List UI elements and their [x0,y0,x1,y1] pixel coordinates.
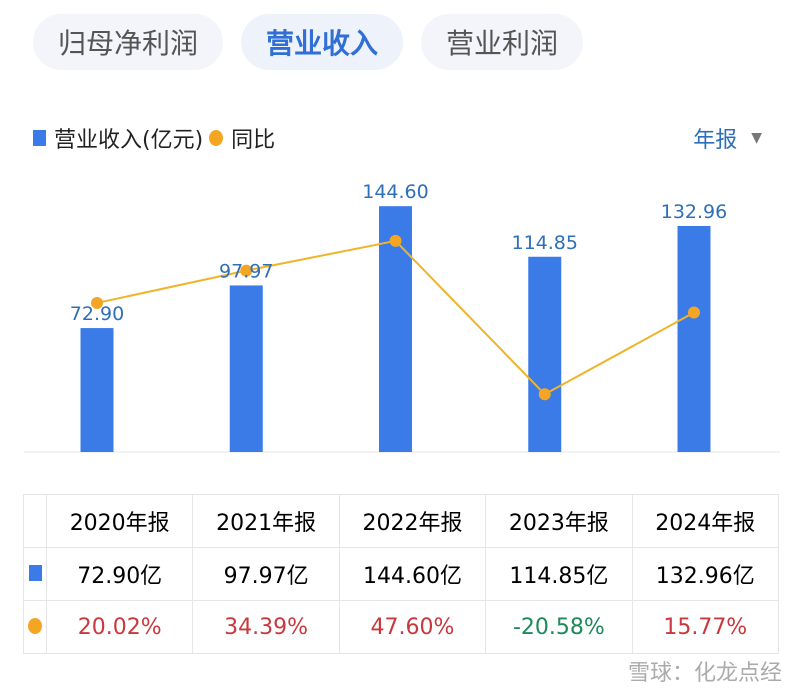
yoy-point [538,388,551,401]
bar-value-label: 97.97 [219,260,273,282]
revenue-cell: 72.90亿 [45,547,194,601]
header-cell: 2024年报 [631,494,780,548]
yoy-cell: 47.60% [338,600,487,654]
revenue-bar [528,256,562,452]
tab-operating-profit[interactable]: 营业利润 [421,14,584,70]
legend-bar-label: 营业收入(亿元) [54,128,204,153]
bar-value-label: 144.60 [362,181,428,203]
revenue-bar [80,328,114,452]
bar-series-icon [28,564,42,581]
revenue-cell: 97.97亿 [192,547,340,601]
chart-legend: 营业收入(亿元) 同比 [33,122,275,154]
line-series-icon [28,617,42,634]
revenue-chart: 72.90 97.97 144.60 114.85 132.96 [24,181,780,453]
table-row-yoy: 20.02% 34.39% 47.60% -20.58% 15.77% [23,600,780,654]
data-table: 2020年报 2021年报 2022年报 2023年报 2024年报 72.90亿 97.… [23,494,780,654]
bar-legend-icon [33,130,46,146]
header-cell: 2023年报 [485,494,633,548]
revenue-cell: 114.85亿 [485,547,633,601]
revenue-bar [229,285,263,452]
period-dropdown[interactable]: 年报 ▼ [693,122,762,154]
watermark: 雪球：化龙点经 [627,661,782,686]
yoy-cell: 20.02% [45,600,194,654]
revenue-bar [379,206,412,452]
yoy-cell: 15.77% [631,600,780,654]
chevron-down-icon: ▼ [751,130,762,146]
tab-revenue[interactable]: 营业收入 [241,14,404,70]
period-label: 年报 [693,128,738,153]
bar-value-label: 132.96 [661,201,727,223]
yoy-point [240,264,253,277]
bar-value-label: 72.90 [70,303,124,325]
header-cell: 2022年报 [338,494,487,548]
table-header-row: 2020年报 2021年报 2022年报 2023年报 2024年报 [23,494,780,548]
line-legend-icon [209,130,224,146]
revenue-cell: 132.96亿 [631,547,780,601]
table-row-revenue: 72.90亿 97.97亿 144.60亿 114.85亿 132.96亿 [23,547,780,601]
yoy-point [389,234,402,247]
header-cell: 2021年报 [192,494,340,548]
metric-tabs: 归母净利润 营业收入 营业利润 [33,14,584,70]
yoy-cell: -20.58% [485,600,633,654]
yoy-point [688,306,700,319]
tab-net-profit[interactable]: 归母净利润 [33,14,224,70]
legend-line-label: 同比 [231,128,276,153]
yoy-cell: 34.39% [192,600,340,654]
bar-value-label: 114.85 [512,232,578,254]
revenue-cell: 144.60亿 [338,547,487,601]
header-cell: 2020年报 [45,494,194,548]
revenue-bar [677,225,711,452]
yoy-point [91,296,103,309]
